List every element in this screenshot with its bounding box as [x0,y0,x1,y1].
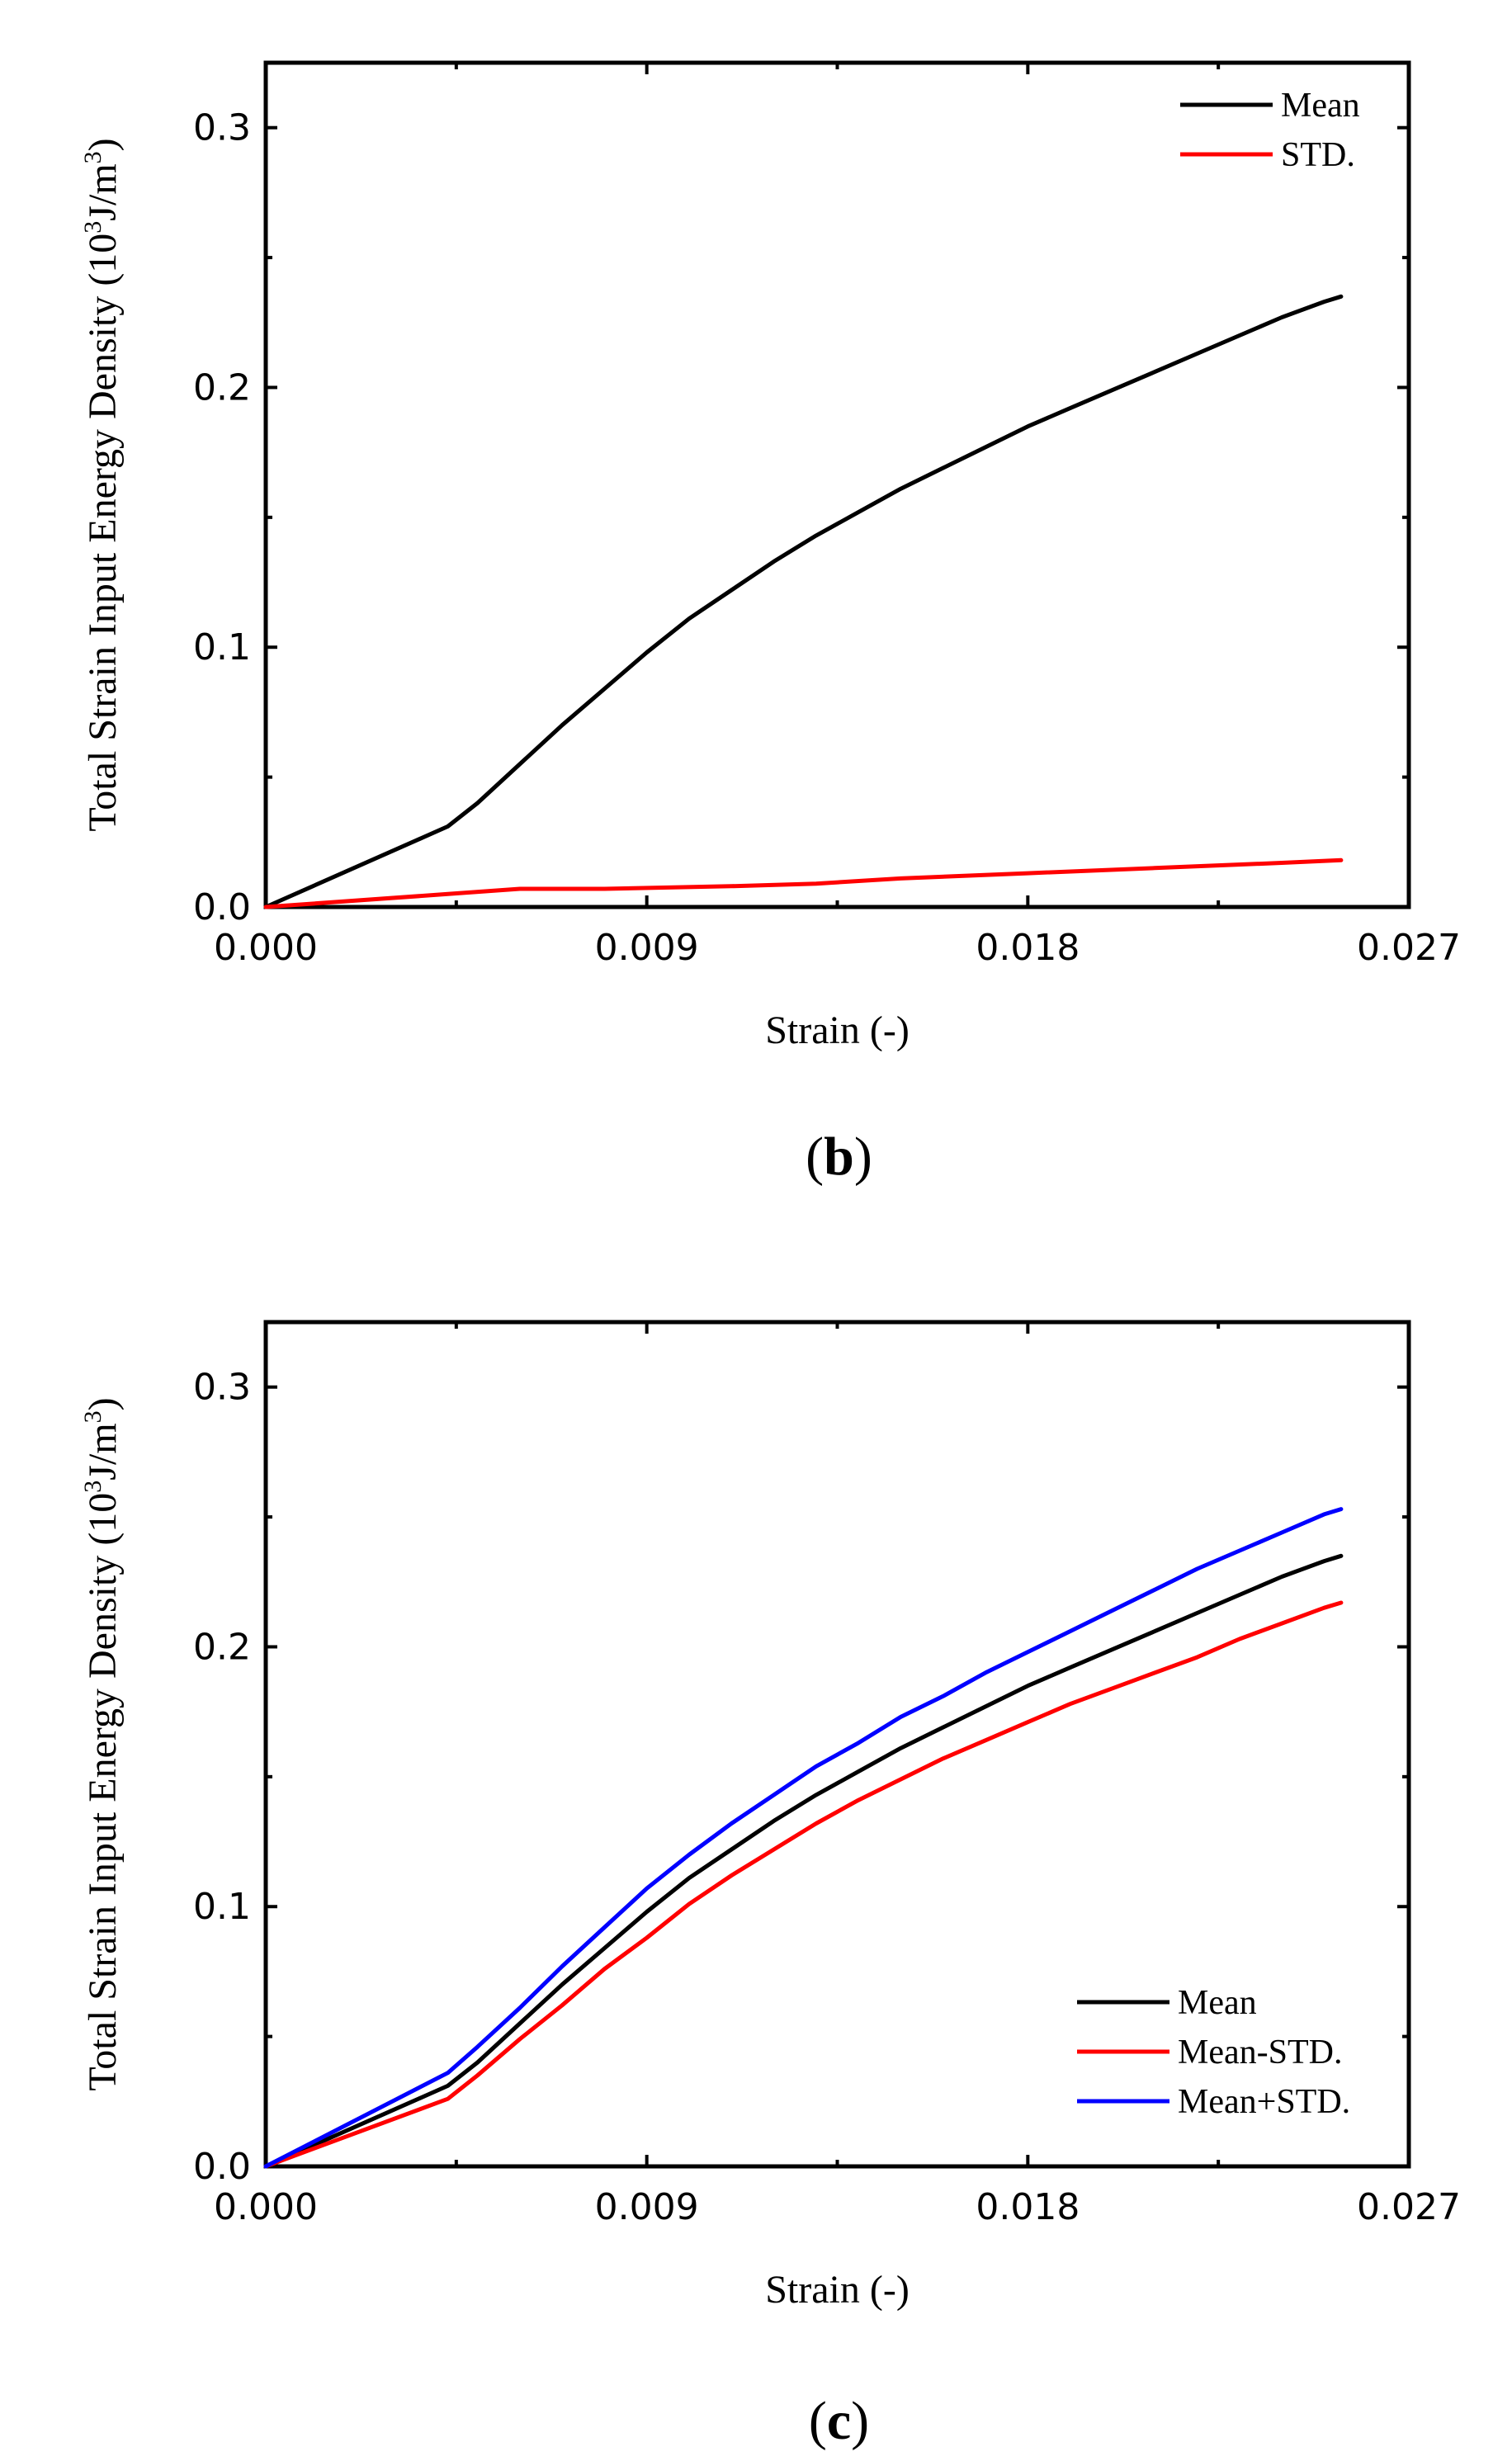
legend: Mean STD. [1180,87,1360,174]
y-tick-label: 0.0 [193,886,251,928]
legend: Mean Mean-STD. Mean+STD. [1077,1984,1350,2121]
x-tick-label: 0.009 [595,927,699,969]
x-axis-title: Strain (-) [765,1008,910,1052]
legend-label: STD. [1281,136,1355,174]
series-line-mean-std- [263,1600,1344,2169]
series-line-mean [263,1553,1344,2169]
x-tick-label: 0.000 [214,927,318,969]
x-tick-label: 0.027 [1357,2186,1461,2228]
panel-caption: (b) [806,1127,872,1187]
chart-c: 0.000 0.009 0.018 0.027 0.0 0.1 0.2 0.3 Strain (… [79,1320,1461,2451]
x-tick-label: 0.000 [214,2186,318,2228]
y-tick-label: 0.3 [193,1367,251,1409]
x-tick-label: 0.027 [1357,927,1461,969]
legend-label: Mean [1281,87,1360,125]
legend-label: Mean-STD. [1178,2034,1342,2071]
y-axis-title: Total Strain Input Energy Density (103J/… [79,1397,125,2090]
series-line-std- [263,857,1344,909]
x-axis-title: Strain (-) [765,2268,910,2312]
y-tick-label: 0.1 [193,1886,251,1928]
x-tick-label: 0.009 [595,2186,699,2228]
y-tick-label: 0.0 [193,2146,251,2188]
x-tick-label: 0.018 [976,927,1080,969]
chart-b: 0.000 0.009 0.018 0.027 0.0 0.1 0.2 0.3 Strain (… [79,60,1461,1187]
y-axis-title: Total Strain Input Energy Density (103J/… [79,138,125,831]
legend-label: Mean+STD. [1178,2083,1350,2121]
y-tick-label: 0.3 [193,107,251,149]
legend-label: Mean [1178,1984,1257,2022]
y-tick-label: 0.2 [193,1626,251,1668]
y-tick-label: 0.1 [193,626,251,668]
y-tick-label: 0.2 [193,366,251,409]
series-line-mean-std- [263,1507,1344,2169]
panel-caption: (c) [809,2391,869,2451]
plot-frame [263,60,1411,909]
series-line-mean [263,294,1344,909]
x-tick-label: 0.018 [976,2186,1080,2228]
